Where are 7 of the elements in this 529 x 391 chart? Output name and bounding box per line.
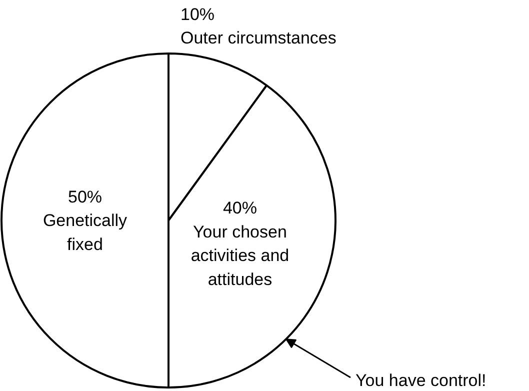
text: You have control! [356, 371, 486, 390]
slice-label: Genetically fixed [42, 211, 128, 254]
data-label: 10% [180, 4, 215, 24]
data-label: 50% [68, 187, 102, 206]
slice-label: Outer circumstances [180, 28, 336, 48]
data-label: 40% [222, 198, 257, 218]
slice-label: Your chosen activities and attitudes [190, 222, 290, 289]
